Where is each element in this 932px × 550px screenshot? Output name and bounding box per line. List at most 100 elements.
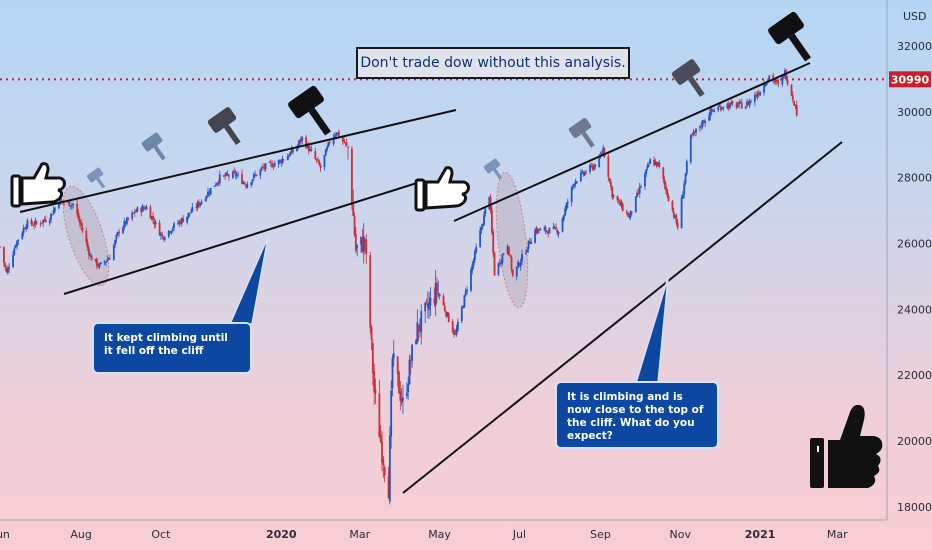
candle-body	[314, 151, 317, 159]
candle-body	[420, 311, 423, 333]
candle-body	[579, 172, 582, 182]
candle-body	[224, 174, 226, 177]
trendline-upper-right[interactable]	[453, 62, 811, 222]
candle-body	[161, 234, 164, 237]
candle-body	[429, 297, 432, 306]
candle-body	[118, 231, 120, 234]
candle-body	[52, 209, 55, 215]
candle-body	[526, 249, 529, 253]
candle-body	[382, 459, 385, 466]
candle-body	[640, 186, 642, 188]
candle-body	[484, 208, 487, 214]
candle-body	[370, 326, 373, 340]
candle-body	[196, 202, 199, 208]
candle-body	[655, 161, 658, 167]
trendline-lower-left[interactable]	[63, 181, 421, 295]
time-tick-label: 2021	[745, 528, 776, 541]
candle-body	[167, 230, 170, 237]
candle-body	[374, 389, 377, 394]
candle-body	[764, 84, 767, 86]
candle-body	[627, 212, 629, 217]
candle-body	[72, 203, 75, 205]
candle-body	[89, 255, 92, 257]
highlight-ellipse-right	[495, 171, 529, 309]
candle-body	[279, 160, 281, 162]
gavel-icon	[483, 158, 503, 180]
candle-body	[103, 261, 106, 264]
candle-body	[95, 258, 98, 267]
annotation-note-left: It kept climbing until it fell off the c…	[92, 322, 252, 374]
candle-body	[718, 106, 721, 108]
candle-body	[612, 195, 615, 197]
gavel-icon	[86, 167, 106, 189]
candle-body	[765, 83, 768, 86]
candle-body	[455, 329, 458, 335]
candle-body	[683, 183, 686, 195]
price-tick-label: 24000	[897, 303, 932, 316]
candle-body	[143, 207, 145, 209]
chart-title: Don't trade dow without this analysis.	[356, 47, 630, 79]
candle-body	[306, 144, 309, 148]
candle-body	[177, 223, 179, 225]
candle-body	[318, 161, 321, 165]
time-tick-label: Jun	[0, 528, 10, 541]
candle-body	[324, 149, 327, 156]
candle-body	[405, 392, 408, 397]
candle-body	[736, 105, 739, 107]
candle-body	[149, 206, 152, 219]
candle-body	[116, 231, 119, 236]
candle-body	[353, 215, 356, 236]
candle-body	[740, 102, 743, 109]
candle-body	[145, 206, 148, 210]
candle-body	[135, 210, 137, 213]
candle-body	[263, 166, 266, 169]
candle-body	[709, 108, 712, 117]
gavel-icon	[768, 11, 811, 62]
candle-body	[653, 160, 656, 166]
candle-body	[85, 231, 88, 243]
candle-body	[336, 132, 339, 135]
candle-body	[127, 217, 130, 220]
candle-body	[739, 101, 742, 103]
candle-body	[666, 189, 669, 196]
candle-body	[112, 245, 115, 260]
price-axis[interactable]: USD 18000 20000 22000 24000 26000 28000 30000 3…	[886, 0, 932, 520]
candle-body	[126, 217, 128, 225]
candle-body	[636, 192, 639, 197]
candle-body	[722, 107, 725, 108]
candle-body	[310, 148, 313, 151]
candle-body	[727, 104, 730, 109]
candle-body	[260, 167, 263, 169]
trendline-upper-left[interactable]	[19, 109, 457, 213]
candle-body	[208, 192, 211, 194]
candle-body	[281, 158, 284, 163]
candle-body	[591, 165, 594, 170]
candle-body	[69, 205, 72, 207]
candle-body	[713, 111, 716, 113]
candle-body	[672, 211, 675, 217]
trendline-lower-right[interactable]	[402, 141, 843, 494]
candle-body	[315, 158, 318, 161]
candle-body	[603, 148, 606, 158]
candle-body	[470, 269, 472, 291]
candle-body	[233, 170, 236, 173]
candle-body	[5, 268, 8, 273]
candle-body	[416, 322, 419, 343]
candle-body	[565, 203, 568, 210]
candle-body	[426, 303, 429, 309]
candle-body	[585, 172, 588, 174]
time-axis[interactable]: Jun Aug Oct 2020 Mar May Jul Sep Nov 2021 Mar	[0, 519, 887, 541]
candle-body	[602, 147, 605, 155]
candle-body	[768, 75, 771, 79]
candle-body	[379, 434, 382, 442]
price-tick-label: 18000	[897, 501, 932, 514]
candle-body	[141, 206, 144, 212]
candle-body	[753, 94, 756, 102]
candle-body	[409, 363, 412, 364]
price-tick-label: 20000	[897, 435, 932, 448]
candle-body	[483, 214, 485, 226]
candle-body	[140, 207, 143, 213]
current-price-tag[interactable]	[889, 71, 931, 88]
candle-body	[763, 84, 765, 93]
time-tick-label: Nov	[670, 528, 692, 541]
